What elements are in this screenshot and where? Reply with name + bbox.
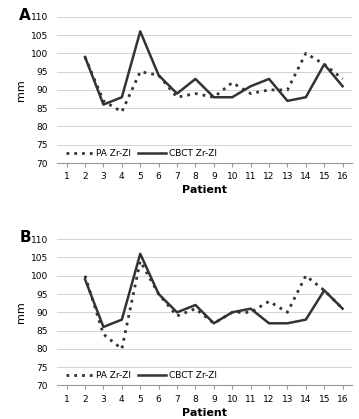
- X-axis label: Patient: Patient: [182, 185, 227, 195]
- Y-axis label: mm: mm: [16, 301, 26, 323]
- Y-axis label: mm: mm: [16, 79, 26, 101]
- Legend: PA Zr-Zl, CBCT Zr-Zl: PA Zr-Zl, CBCT Zr-Zl: [62, 367, 221, 384]
- Legend: PA Zr-Zl, CBCT Zr-Zl: PA Zr-Zl, CBCT Zr-Zl: [62, 145, 221, 161]
- Text: B: B: [19, 230, 31, 246]
- Text: A: A: [19, 8, 31, 23]
- X-axis label: Patient: Patient: [182, 408, 227, 418]
